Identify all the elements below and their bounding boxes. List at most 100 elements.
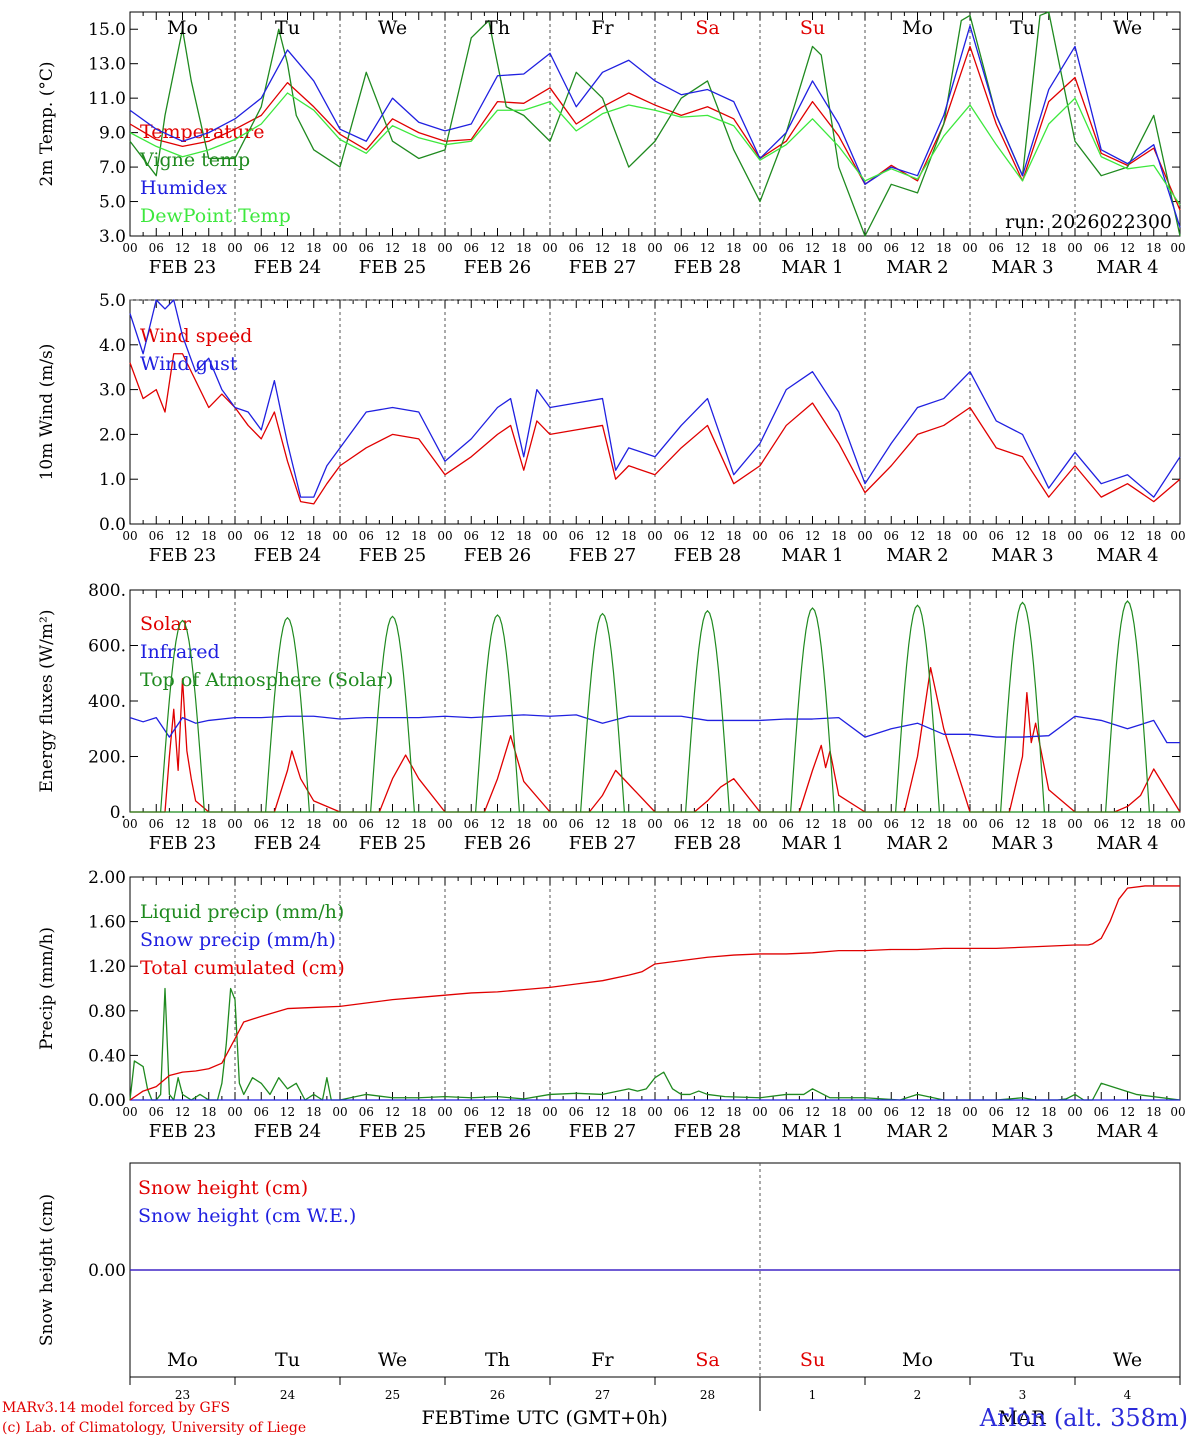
x-tick-label: 06 [989, 1105, 1004, 1119]
date-label: FEB 24 [254, 545, 321, 566]
x-tick-label: 12 [910, 241, 925, 255]
date-label: MAR 2 [886, 545, 948, 566]
x-tick-label: 12 [595, 241, 610, 255]
panel-frame [129, 299, 1181, 525]
legend-entry: Vigne temp [139, 149, 250, 171]
legend-entry: Liquid precip (mm/h) [140, 901, 344, 923]
x-tick-label: 18 [726, 529, 741, 543]
x-tick-label: 18 [1146, 529, 1161, 543]
x-tick-label: 00 [122, 1105, 137, 1119]
x-tick-label: 06 [989, 529, 1004, 543]
day-number: 28 [700, 1388, 715, 1402]
x-tick-label: 12 [910, 817, 925, 831]
x-tick-label: 06 [464, 1105, 479, 1119]
x-tick-label: 18 [516, 529, 531, 543]
x-tick-label: 00 [332, 529, 347, 543]
y-tick-label: 2.00 [88, 868, 126, 888]
x-tick-label: 18 [411, 1105, 426, 1119]
x-tick-label: 06 [569, 817, 584, 831]
x-tick-label: 00 [752, 817, 767, 831]
weekday-label: We [378, 1349, 407, 1371]
x-tick-label: 00 [647, 817, 662, 831]
x-tick-label: 00 [752, 529, 767, 543]
date-label: MAR 3 [991, 545, 1053, 566]
x-tick-label: 12 [280, 817, 295, 831]
x-tick-label: 00 [647, 529, 662, 543]
x-tick-label: 18 [936, 529, 951, 543]
x-tick-label: 12 [490, 817, 505, 831]
x-tick-label: 06 [149, 817, 164, 831]
station-label: Arlon (alt. 358m) [979, 1404, 1188, 1432]
x-tick-label: 18 [726, 1105, 741, 1119]
x-tick-label: 00 [647, 1105, 662, 1119]
day-number: 4 [1124, 1388, 1132, 1402]
day-number: 23 [175, 1388, 190, 1402]
series-line-toa-solar [685, 609, 730, 813]
y-tick-label: 13.0 [88, 55, 126, 75]
x-tick-label: 12 [1015, 817, 1030, 831]
legend-entry: Snow height (cm W.E.) [138, 1205, 356, 1227]
x-tick-label: 12 [1120, 241, 1135, 255]
y-tick-label: 200. [88, 748, 126, 768]
x-tick-label: 18 [1146, 1105, 1161, 1119]
series-line-liquid-precip-mm-h- [129, 987, 1181, 1101]
x-tick-label: 00 [122, 241, 137, 255]
weekday-label: Mo [167, 1349, 198, 1371]
x-tick-label: 00 [332, 241, 347, 255]
date-label: FEB 26 [464, 833, 531, 854]
series-line-wind-speed [129, 353, 1181, 505]
x-tick-label: 00 [1067, 529, 1082, 543]
x-tick-label: 12 [700, 241, 715, 255]
x-tick-label: 18 [726, 817, 741, 831]
series-line-dewpoint-temp [129, 92, 1181, 206]
y-tick-label: 7.0 [99, 158, 126, 178]
x-tick-label: 00 [962, 241, 977, 255]
x-tick-label: 06 [884, 529, 899, 543]
x-tick-label: 00 [227, 241, 242, 255]
day-number: 25 [385, 1388, 400, 1402]
x-tick-label: 18 [516, 1105, 531, 1119]
x-tick-label: 00 [1170, 817, 1185, 831]
x-tick-label: 12 [700, 1105, 715, 1119]
x-tick-label: 12 [280, 529, 295, 543]
x-tick-label: 12 [175, 529, 190, 543]
date-label: FEB 25 [359, 257, 426, 278]
legend-entry: Solar [140, 613, 192, 635]
date-label: FEB 26 [464, 1121, 531, 1142]
x-tick-label: 18 [201, 529, 216, 543]
x-tick-label: 12 [490, 241, 505, 255]
date-label: FEB 24 [254, 1121, 321, 1142]
y-tick-label: 0.0 [99, 515, 126, 535]
x-tick-label: 00 [752, 1105, 767, 1119]
x-tick-label: 12 [1015, 241, 1030, 255]
x-tick-label: 18 [1041, 529, 1056, 543]
x-tick-label: 06 [674, 529, 689, 543]
x-tick-label: 12 [385, 529, 400, 543]
x-axis-label: Time UTC (GMT+0h) [462, 1407, 668, 1429]
legend-entry: Snow height (cm) [138, 1177, 308, 1199]
x-tick-label: 06 [884, 241, 899, 255]
weekday-label: Tu [275, 17, 300, 39]
date-label: FEB 27 [569, 545, 636, 566]
y-tick-label: 1.0 [99, 470, 126, 490]
date-label: MAR 1 [781, 833, 843, 854]
date-label: FEB 28 [674, 833, 741, 854]
x-tick-label: 06 [149, 1105, 164, 1119]
series-line-total-cumulated-cm- [129, 885, 1180, 1101]
y-tick-label: 11.0 [88, 89, 126, 109]
y-tick-label: 600. [88, 637, 126, 657]
date-label: FEB 28 [674, 1121, 741, 1142]
y-axis-label: 2m Temp. (°C) [37, 61, 57, 186]
x-tick-label: 00 [542, 529, 557, 543]
x-tick-label: 00 [227, 529, 242, 543]
date-label: MAR 2 [886, 833, 948, 854]
x-tick-label: 18 [621, 241, 636, 255]
x-tick-label: 18 [831, 529, 846, 543]
weekday-label: Mo [902, 17, 933, 39]
x-tick-label: 00 [1067, 241, 1082, 255]
weekday-label: Su [800, 1349, 825, 1371]
x-tick-label: 18 [936, 1105, 951, 1119]
legend-entry: Snow precip (mm/h) [140, 929, 336, 951]
x-tick-label: 12 [1120, 817, 1135, 831]
x-tick-label: 06 [1094, 241, 1109, 255]
